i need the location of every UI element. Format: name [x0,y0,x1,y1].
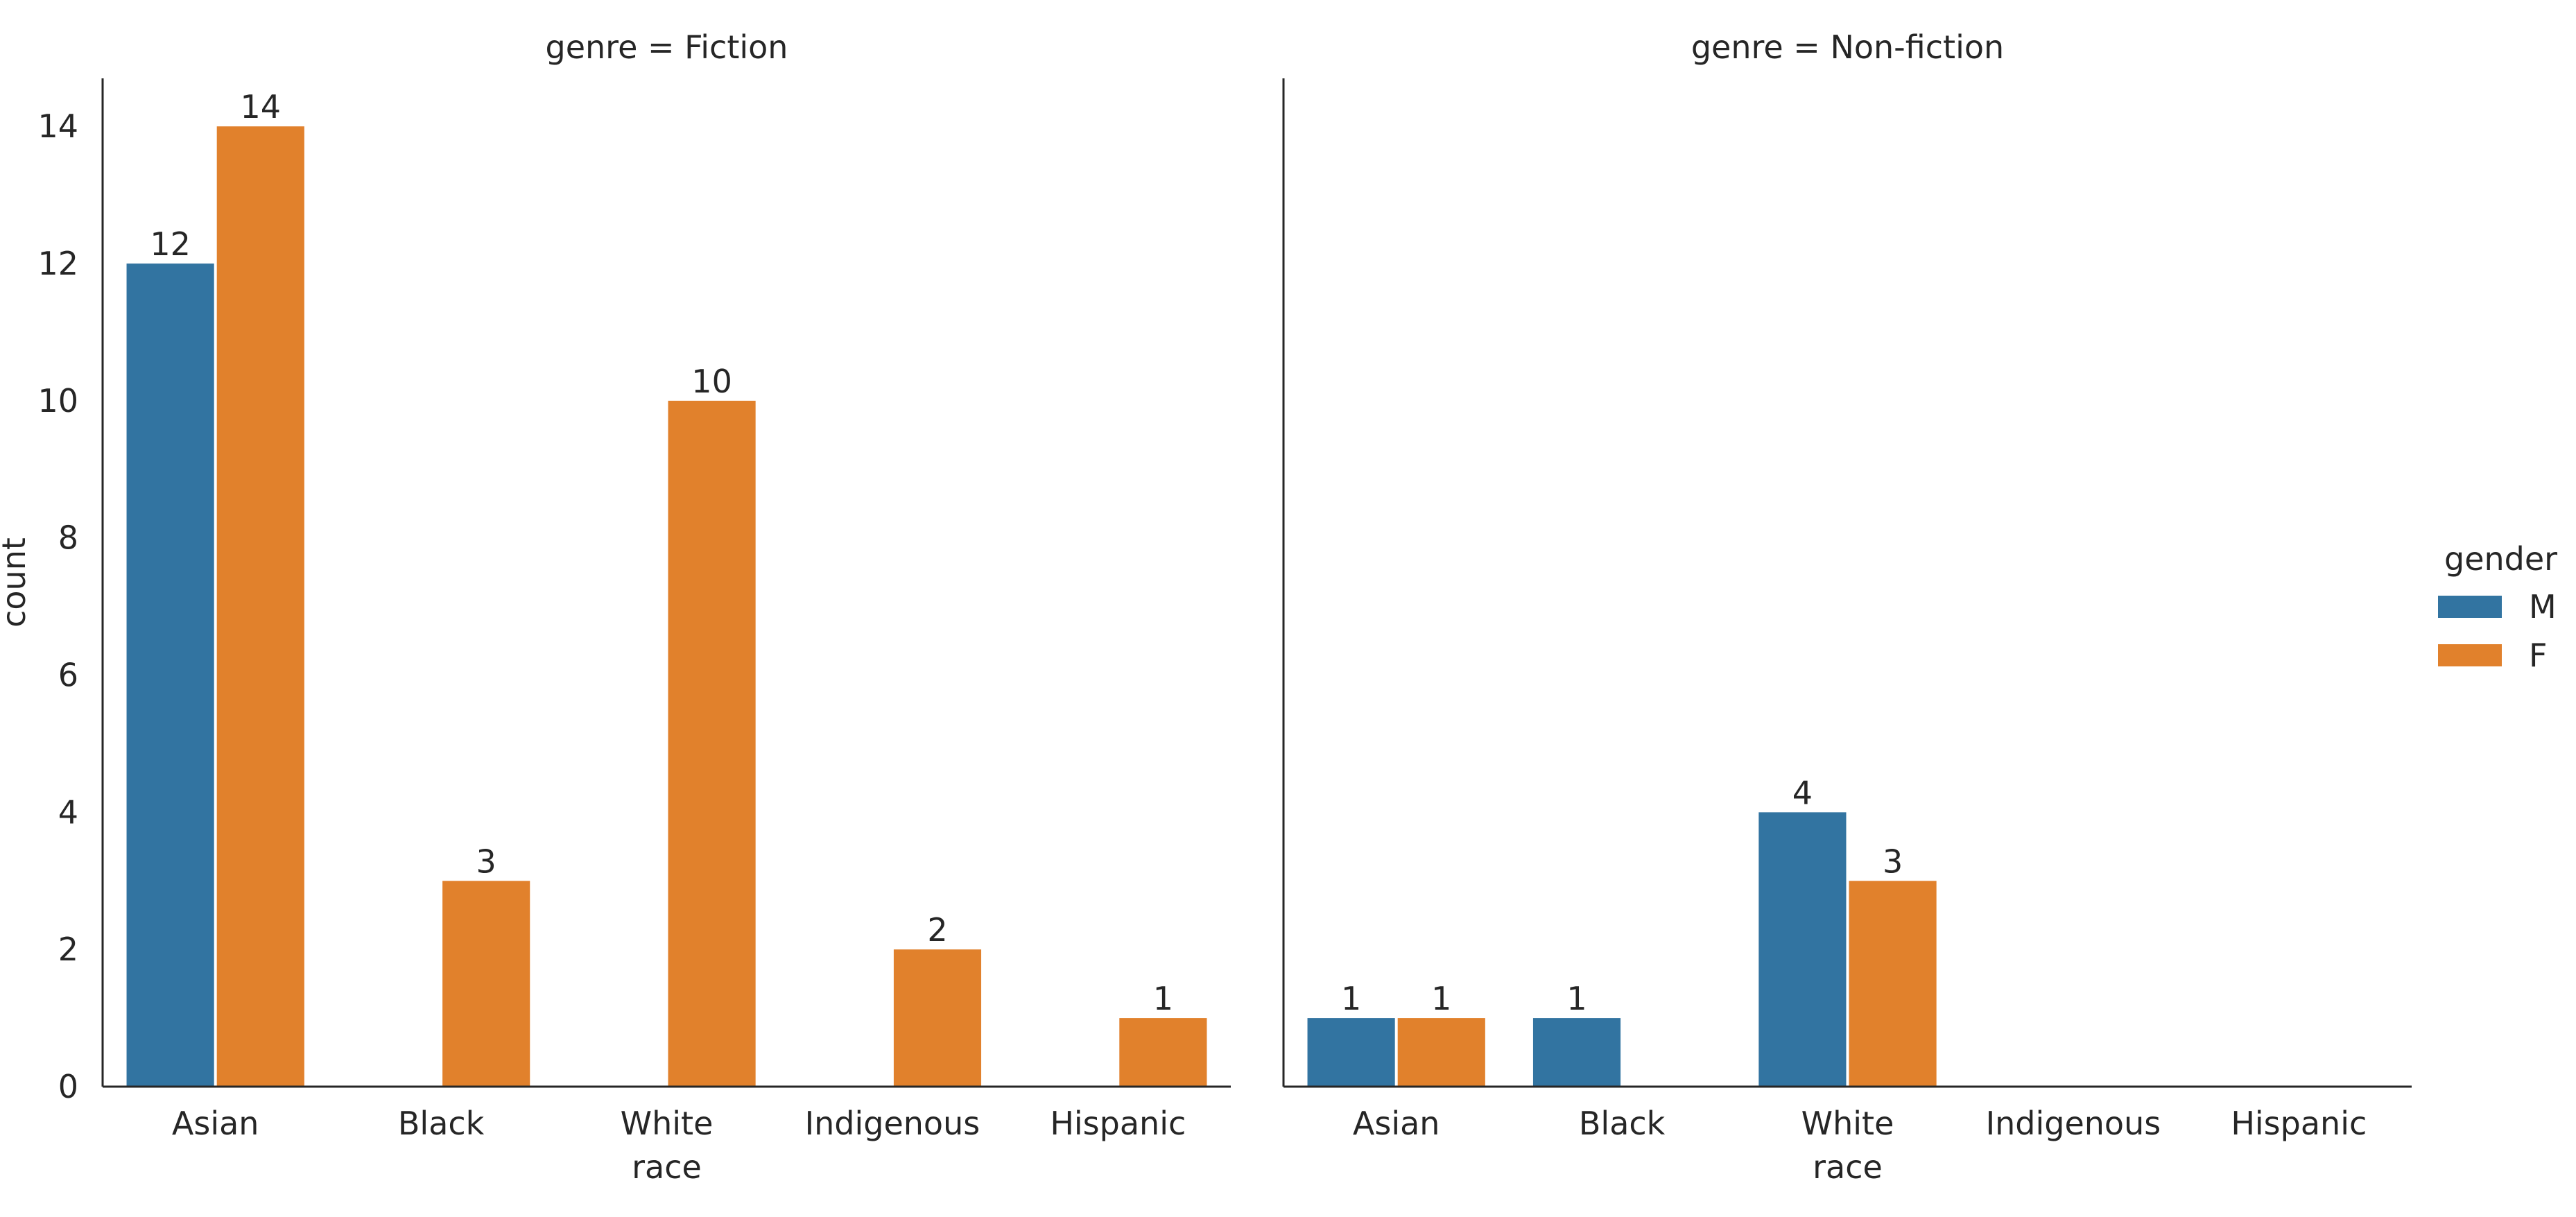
data-label: 2 [927,911,947,949]
bar-f-indigenous [893,949,982,1087]
x-tick-label: Indigenous [1986,1105,2161,1142]
y-tick-label: 12 [37,245,78,282]
data-label: 4 [1792,774,1813,811]
legend-label: M [2529,588,2557,625]
legend-swatch-m [2438,596,2502,618]
x-tick-label: Black [1579,1105,1666,1142]
data-label: 1 [1566,980,1587,1017]
y-tick-label: 14 [37,107,78,145]
legend-title: gender [2444,540,2557,578]
bar-f-white [1849,881,1937,1087]
bar-m-black [1532,1018,1621,1087]
data-label: 1 [1153,980,1173,1017]
x-tick-label: White [1801,1105,1894,1142]
y-tick-label: 0 [58,1068,78,1105]
data-label: 1 [1341,980,1361,1017]
x-tick-label: Black [398,1105,485,1142]
data-label: 3 [1883,843,1903,880]
bar-m-asian [1307,1018,1395,1087]
x-axis-label: race [632,1148,702,1186]
bar-f-asian [1397,1018,1485,1087]
data-label: 12 [150,225,191,263]
x-tick-label: Indigenous [805,1105,980,1142]
facet-title: genre = Non-fiction [1691,28,2004,66]
data-label: 14 [241,88,282,126]
facet-title: genre = Fiction [546,28,788,66]
bar-f-white [668,400,756,1087]
y-axis-label: count [0,537,33,628]
data-label: 10 [691,363,732,400]
x-tick-label: Hispanic [2231,1105,2367,1142]
x-axis-label: race [1813,1148,1883,1186]
bar-m-white [1758,812,1847,1087]
y-tick-label: 10 [37,382,78,420]
bar-f-hispanic [1119,1018,1207,1087]
data-label: 1 [1431,980,1451,1017]
y-tick-label: 8 [58,519,78,557]
legend-label: F [2529,637,2547,674]
y-tick-label: 4 [58,793,78,831]
bar-f-black [442,881,530,1087]
bar-f-asian [216,126,304,1087]
x-tick-label: Hispanic [1050,1105,1186,1142]
y-tick-label: 2 [58,931,78,968]
x-tick-label: Asian [1353,1105,1440,1142]
bar-m-asian [126,264,214,1087]
x-tick-label: Asian [172,1105,259,1142]
data-label: 3 [476,843,496,880]
legend-swatch-f [2438,644,2502,666]
x-tick-label: White [621,1105,714,1142]
y-tick-label: 6 [58,657,78,694]
